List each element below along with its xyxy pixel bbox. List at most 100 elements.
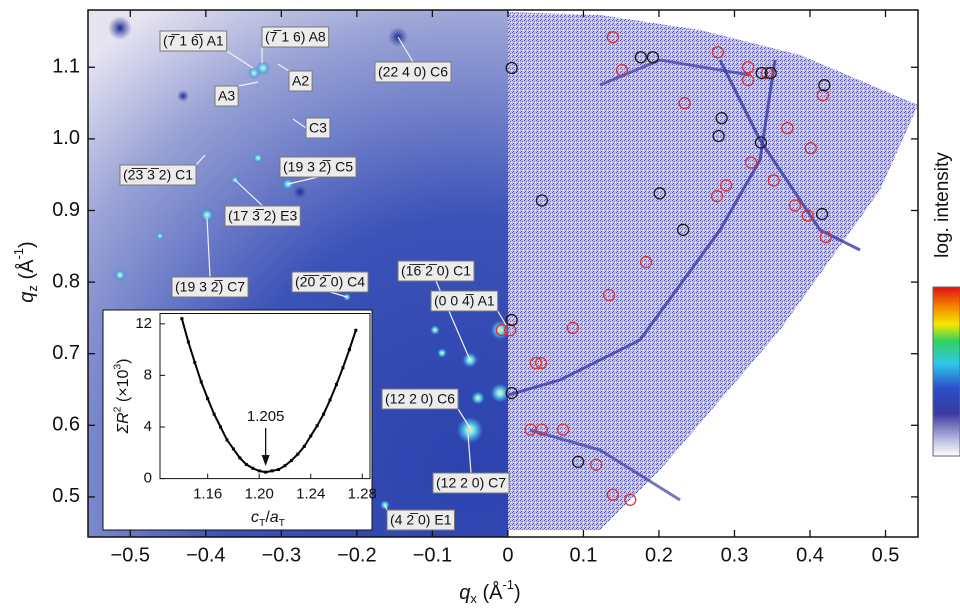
diffraction-spot <box>253 153 263 163</box>
annotation-label: (22 4 0) C6 <box>378 64 448 80</box>
leader-line <box>287 176 319 185</box>
x-axis-label-part: ) <box>514 582 521 604</box>
inset-point <box>328 398 332 402</box>
inset-point <box>309 434 313 438</box>
peak-marker <box>755 66 768 80</box>
annotation-label: (12 2 0) C7 <box>436 475 506 491</box>
inset-point <box>302 444 306 448</box>
annotation-label: (19 3 2̅) C5 <box>283 159 353 175</box>
x-tick-label: −0.3 <box>262 544 301 566</box>
peak-marker <box>676 223 690 236</box>
peak-marker <box>815 207 829 221</box>
leader-line <box>206 217 211 278</box>
peak-marker <box>571 455 585 468</box>
peak-marker <box>505 61 518 75</box>
y-axis-label-part: -1 <box>11 248 26 260</box>
annotation-box <box>291 271 369 293</box>
peak-marker <box>678 96 691 110</box>
annotation: (22 4 0) C6 <box>374 36 452 83</box>
annotation-box <box>305 117 331 139</box>
peak-marker <box>711 46 725 59</box>
peak-marker <box>741 61 755 74</box>
peak-marker <box>505 313 518 327</box>
annotation: (19 3 2̅) C7 <box>171 217 249 298</box>
peak-marker <box>606 31 620 44</box>
annotation-box <box>159 30 228 52</box>
inset-x-label-part: / <box>265 509 270 526</box>
inset-point <box>315 424 319 428</box>
peak-marker <box>760 66 774 80</box>
annotation-box <box>171 276 249 298</box>
annotation-label: A2 <box>292 73 309 89</box>
colorbar-label: log. intensity <box>932 152 953 258</box>
leader-line <box>384 504 388 511</box>
inset-y-tick-label: 8 <box>144 366 152 383</box>
inset-point <box>289 459 293 463</box>
inset-point <box>199 380 203 384</box>
inset-point <box>251 466 255 470</box>
inset-point <box>341 366 345 370</box>
annotation: (17 3̅ 2) E3 <box>224 179 301 227</box>
peak-marker <box>710 190 724 203</box>
annotation: (4 2̅ 0) E1 <box>384 504 455 531</box>
peak-marker <box>535 194 549 207</box>
annotation: A3 <box>214 81 259 107</box>
inset-panel <box>102 309 373 531</box>
leader-line <box>195 154 206 166</box>
inset-point <box>186 340 190 344</box>
annotation-box <box>430 290 499 312</box>
inset-point <box>283 464 287 468</box>
inset-point <box>244 462 248 466</box>
peak-marker <box>712 129 725 143</box>
peak-marker <box>715 111 728 125</box>
annotation: (2̅3̅ 3̅ 2) C1 <box>119 154 206 186</box>
annotation-label: (17 3̅ 2) E3 <box>228 208 297 224</box>
inset-point <box>219 425 223 429</box>
inset-point <box>193 361 197 365</box>
y-tick-label: 0.9 <box>52 199 80 221</box>
inset-y-label-part: 2 <box>112 406 123 412</box>
peak-marker <box>505 386 518 400</box>
inset-annotation: 1.205 <box>247 408 285 425</box>
annotation: (7̅ 1 6̅) A1 <box>159 30 254 69</box>
peak-marker <box>781 121 794 135</box>
diffraction-spot <box>200 208 214 222</box>
annotation-box <box>261 26 330 48</box>
x-axis-label-part: x <box>470 591 477 606</box>
diffraction-spot <box>437 348 447 358</box>
x-tick-label: −0.2 <box>337 544 376 566</box>
y-axis-label-part: q <box>16 292 38 303</box>
inset-point <box>231 447 235 451</box>
leader-line <box>292 118 307 129</box>
annotation-box <box>386 509 455 531</box>
inset-frame <box>159 313 371 480</box>
annotation-label: (12 2 0) C6 <box>385 391 455 407</box>
inset-y-tick-label: 12 <box>135 315 152 332</box>
inset-point <box>264 470 268 474</box>
annotation: (12 2 0) C7 <box>432 433 510 494</box>
inset-x-tick-label: 1.16 <box>193 486 222 503</box>
x-axis-label-part: (Å <box>477 581 503 604</box>
inset-point <box>225 438 229 442</box>
peak-marker <box>535 423 549 436</box>
inset-y-tick-label: 4 <box>144 418 152 435</box>
inset-point <box>354 328 358 332</box>
x-axis-label-part: q <box>459 582 470 604</box>
peak-marker <box>653 187 666 200</box>
inset-point <box>296 452 300 456</box>
peak-marker <box>767 174 780 187</box>
leader-line <box>226 50 254 69</box>
annotation: A2 <box>277 63 313 92</box>
annotation-box <box>381 388 459 410</box>
inset-x-label-part: c <box>251 509 259 526</box>
peak-marker <box>764 66 777 80</box>
peak-marker <box>819 230 833 244</box>
inset-x-tick-label: 1.24 <box>296 486 325 503</box>
inset-y-label-part: 3 <box>112 364 123 370</box>
y-tick-label: 0.5 <box>52 485 80 507</box>
annotation-label: C3 <box>309 120 327 136</box>
inset-point <box>277 468 281 472</box>
peak-marker <box>504 323 517 337</box>
annotation-box <box>214 85 239 107</box>
annotation-box <box>288 70 313 92</box>
